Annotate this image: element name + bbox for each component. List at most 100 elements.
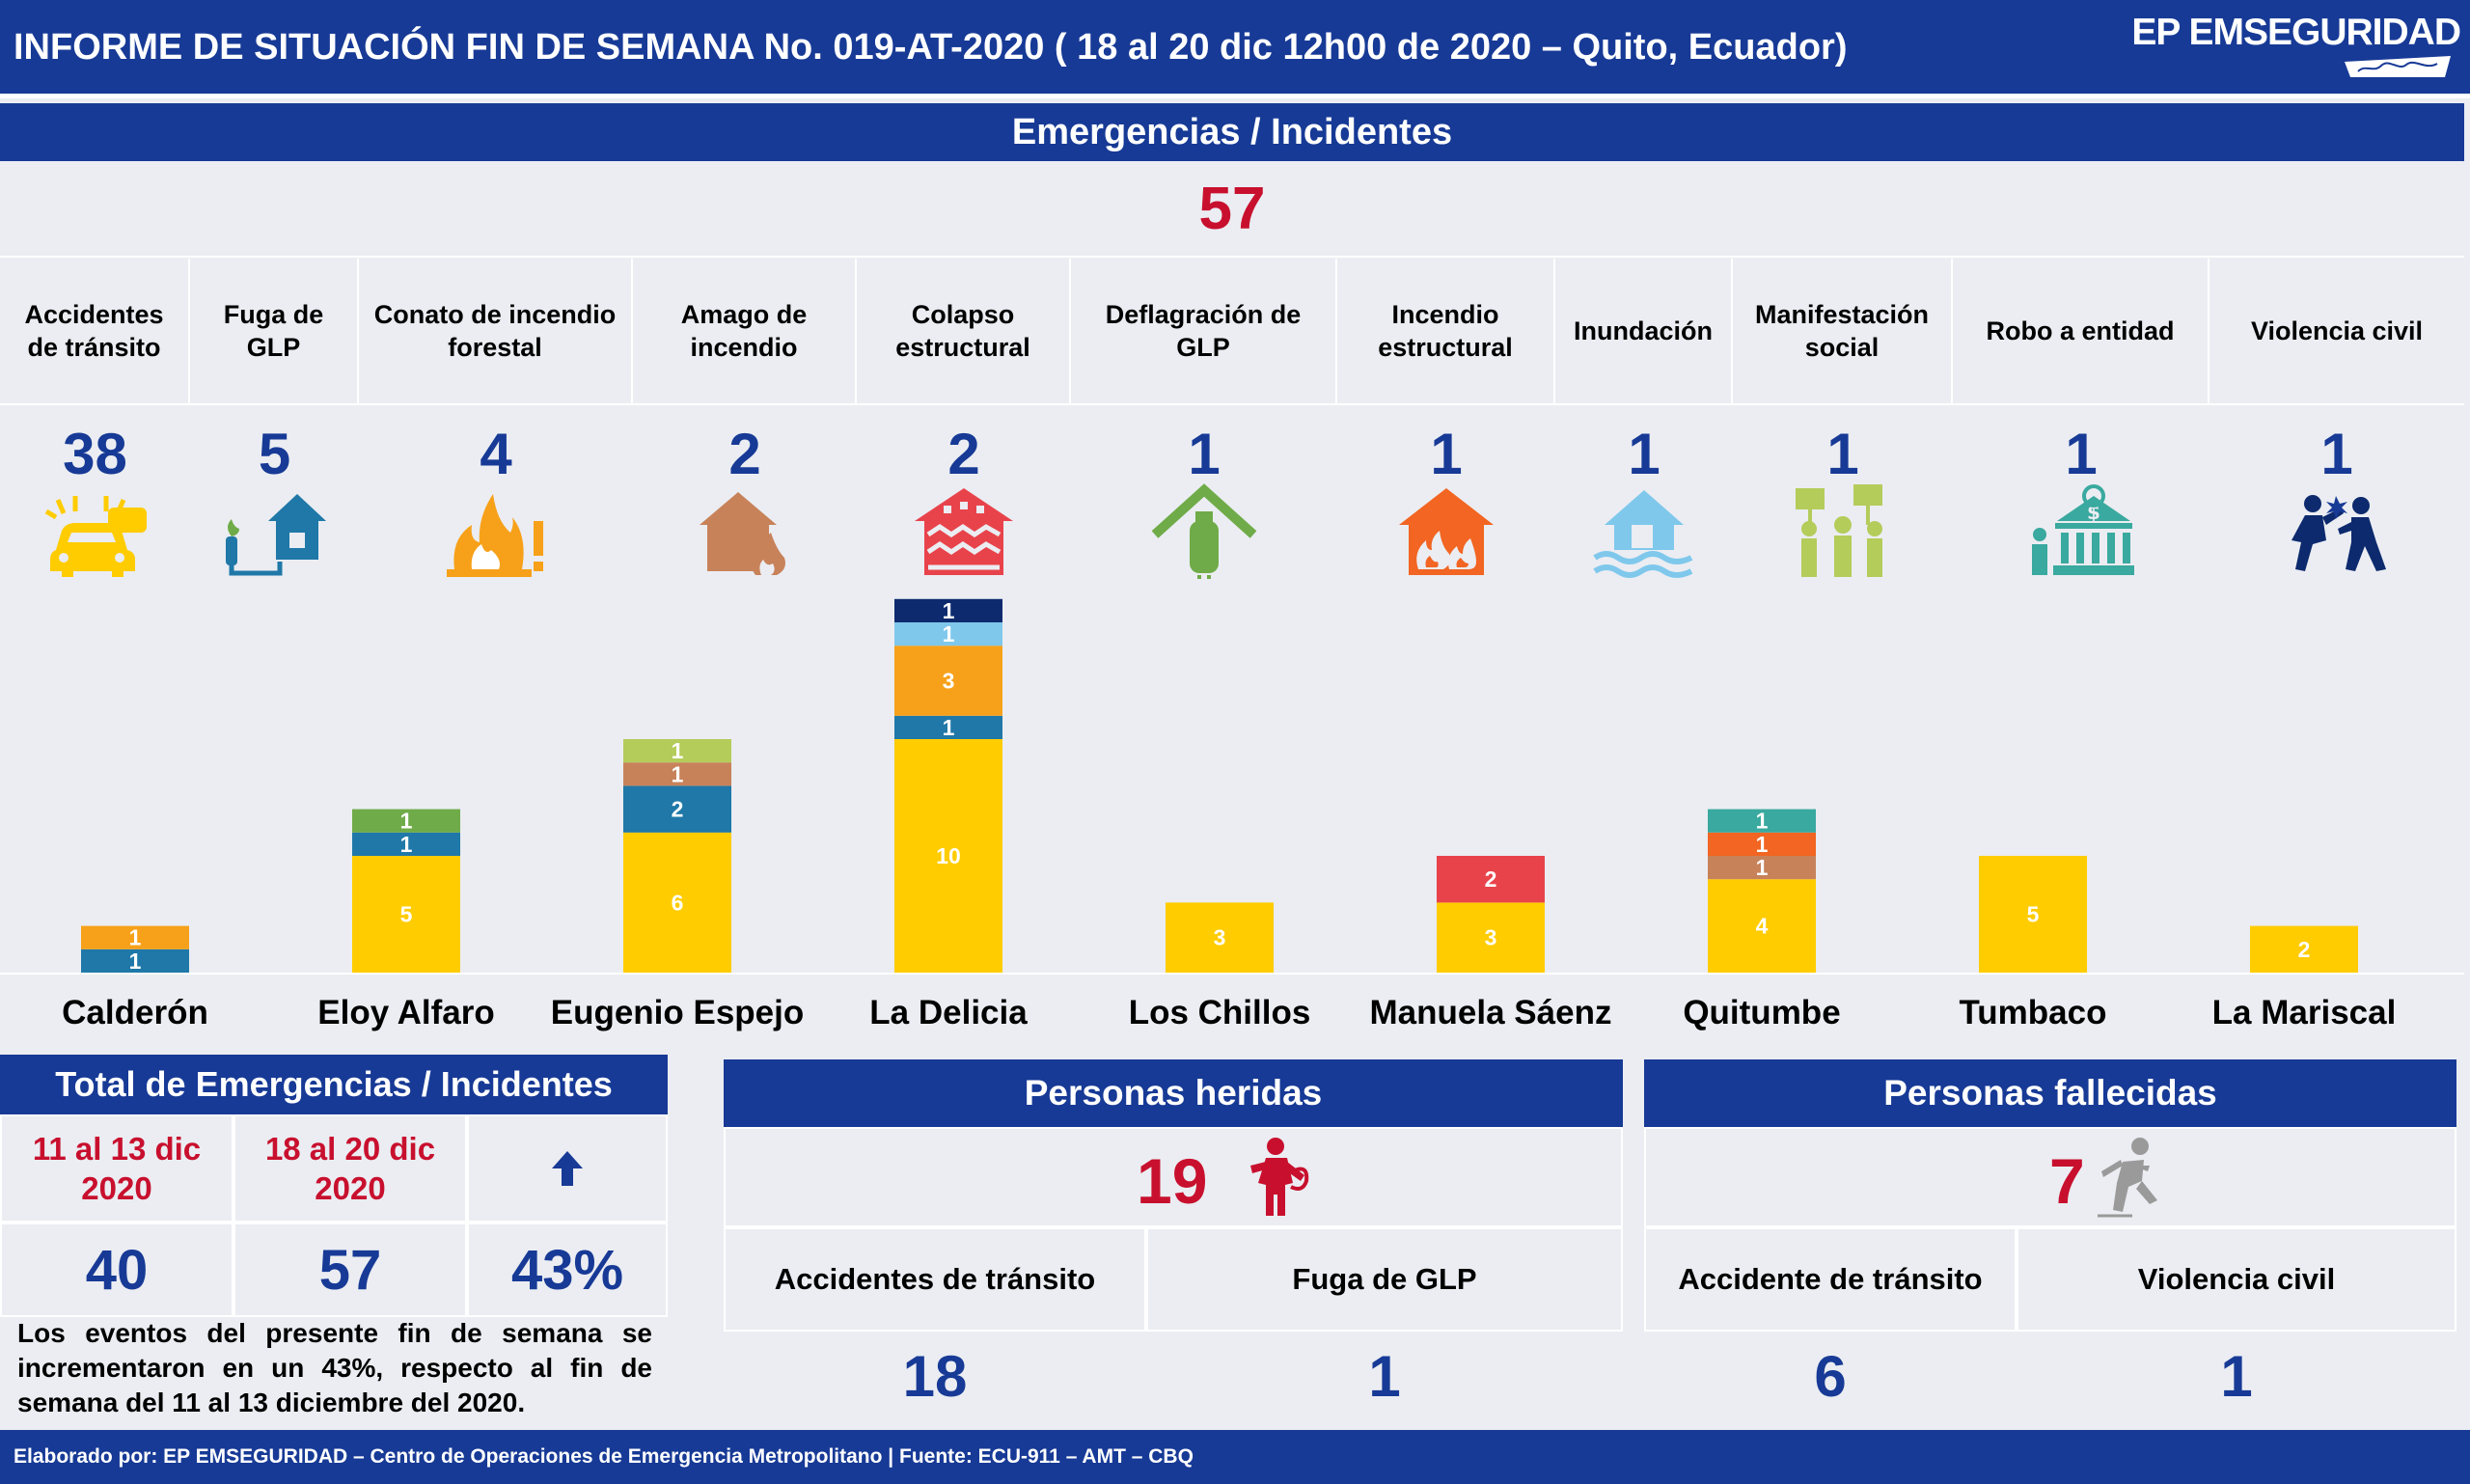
category-label: Manifestación social	[1754, 300, 1930, 362]
bar-value-label: 3	[1214, 925, 1226, 950]
category-count: 1	[1430, 422, 1463, 486]
house-fire-icon	[1399, 488, 1494, 575]
bar-segment	[1437, 856, 1545, 903]
bar-value-label: 1	[400, 832, 413, 857]
category-count: 4	[480, 422, 512, 486]
category-label: Inundación	[1574, 316, 1713, 345]
bar-value-label: 1	[943, 621, 955, 646]
total-note: Los eventos del presente fin de semana s…	[17, 1318, 652, 1417]
value-curr: 57	[233, 1223, 467, 1317]
fallecidas-item-1-label: Violencia civil	[2017, 1227, 2456, 1332]
civil-violence-icon	[2292, 495, 2386, 571]
fallecidas-item-0-value: 6	[1814, 1344, 1847, 1409]
category-column: Accidentes de tránsito	[0, 259, 190, 403]
heridas-header: Personas heridas	[724, 1059, 1623, 1127]
report-header-bar: INFORME DE SITUACIÓN FIN DE SEMANA No. 0…	[0, 0, 2470, 98]
injured-person-icon	[1250, 1138, 1309, 1216]
bar-value-label: 10	[936, 843, 961, 868]
bar-segment	[1437, 902, 1545, 973]
heridas-item-0-label: Accidentes de tránsito	[724, 1227, 1146, 1332]
category-count: 1	[1188, 422, 1221, 486]
category-column: Deflagración de GLP	[1071, 259, 1337, 403]
report-title: INFORME DE SITUACIÓN FIN DE SEMANA No. 0…	[14, 27, 1848, 68]
category-label: Incendio estructural	[1378, 300, 1513, 362]
bar-segment	[894, 646, 1002, 716]
bar-segment	[623, 832, 731, 973]
value-prev: 40	[0, 1223, 233, 1317]
logo-signature-icon	[2345, 56, 2451, 77]
fallecidas-item-1-value: 1	[2220, 1344, 2253, 1409]
fallecidas-item-0-label: Accidente de tránsito	[1644, 1227, 2017, 1332]
percent-change: 43%	[467, 1223, 668, 1317]
house-small-fire-icon	[700, 492, 785, 575]
bar-value-label: 1	[1756, 855, 1769, 880]
category-count: 5	[258, 422, 291, 486]
heridas-item-1-value: 1	[1368, 1344, 1401, 1409]
fallecidas-total: 7	[2049, 1145, 2085, 1217]
bar-segment	[1708, 856, 1816, 880]
category-label: Colapso estructural	[895, 300, 1030, 362]
zone-label: Manuela Sáenz	[1369, 994, 1612, 1031]
category-label: Conato de incendio forestal	[373, 300, 617, 362]
arrow-up-icon	[552, 1151, 583, 1186]
bar-segment	[1708, 809, 1816, 833]
bar-value-label: 6	[672, 890, 684, 915]
bar-segment	[81, 948, 189, 973]
bar-segment	[623, 762, 731, 786]
category-column: Conato de incendio forestal	[359, 259, 633, 403]
total-emergencias-header: Total de Emergencias / Incidentes	[0, 1055, 668, 1114]
heridas-total-box	[724, 1127, 1623, 1227]
bar-value-label: 1	[1756, 832, 1769, 857]
category-column: Fuga de GLP	[190, 259, 359, 403]
gas-cylinder-house-icon	[1151, 483, 1257, 579]
bar-value-label: 1	[129, 948, 142, 974]
category-label: Violencia civil	[2250, 316, 2424, 345]
category-column: Manifestación social	[1733, 259, 1953, 403]
category-count: 1	[1826, 422, 1859, 486]
category-column: Incendio estructural	[1337, 259, 1555, 403]
bar-value-label: 1	[1756, 809, 1769, 834]
bar-value-label: 5	[2027, 902, 2040, 927]
bar-segment	[2250, 925, 2358, 973]
car-crash-icon	[44, 496, 147, 577]
category-column: Colapso estructural	[857, 259, 1071, 403]
bar-segment	[623, 785, 731, 833]
bar-value-label: 2	[672, 797, 684, 822]
category-label: Robo a entidad	[1986, 316, 2175, 345]
category-column: Amago de incendio	[633, 259, 857, 403]
bank-robbery-icon: $	[2032, 484, 2134, 575]
bar-segment	[1708, 879, 1816, 973]
category-column: Robo a entidad	[1953, 259, 2209, 403]
category-column: Inundación	[1555, 259, 1733, 403]
flood-house-icon	[1593, 490, 1693, 578]
category-label: Fuga de GLP	[223, 300, 324, 362]
category-count: 1	[1628, 422, 1660, 486]
zone-label: La Mariscal	[2211, 994, 2397, 1031]
trend-cell	[467, 1114, 668, 1223]
bar-value-label: 3	[943, 669, 955, 694]
category-count: 2	[947, 422, 980, 486]
emergencias-header: Emergencias / Incidentes	[0, 103, 2464, 161]
fallecidas-header: Personas fallecidas	[1644, 1059, 2456, 1127]
bar-segment	[352, 832, 460, 856]
bar-value-label: 4	[1756, 914, 1769, 939]
category-count: 38	[63, 422, 127, 486]
deceased-person-icon	[2098, 1138, 2157, 1218]
category-label: Accidentes de tránsito	[24, 300, 164, 362]
bar-segment	[1166, 902, 1274, 973]
total-emergencias-grid: 11 al 13 dic 2020 18 al 20 dic 2020 40 5…	[0, 1114, 668, 1317]
logo-text: EP EMSEGURIDAD	[2131, 12, 2461, 53]
bar-segment	[81, 925, 189, 949]
bar-segment	[894, 622, 1002, 646]
heridas-total: 19	[1137, 1145, 1208, 1217]
bar-value-label: 1	[400, 809, 413, 834]
bar-value-label: 1	[943, 598, 955, 623]
gas-leak-house-icon	[225, 494, 326, 576]
heridas-item-1-label: Fuga de GLP	[1146, 1227, 1623, 1332]
bar-segment	[623, 739, 731, 763]
category-count: 2	[728, 422, 761, 486]
category-count: 1	[2065, 422, 2098, 486]
bar-value-label: 2	[2298, 937, 2311, 962]
zone-label: Eugenio Espejo	[550, 994, 805, 1031]
